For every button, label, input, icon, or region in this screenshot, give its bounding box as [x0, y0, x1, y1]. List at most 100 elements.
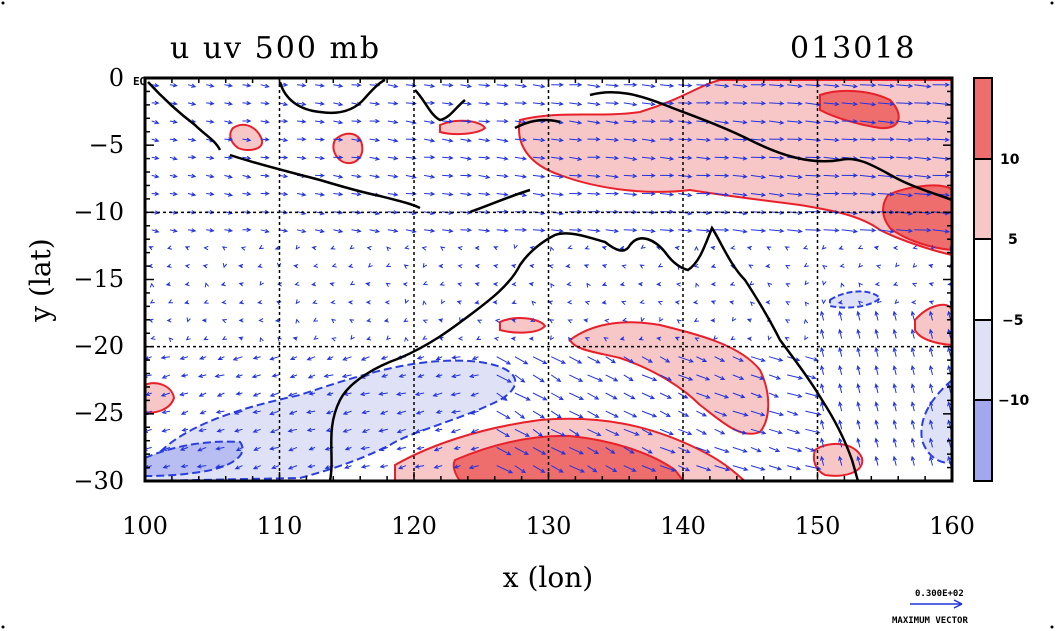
wind-vector-arrow: [532, 174, 546, 179]
wind-vector-arrow: [435, 373, 443, 378]
wind-vector-arrow: [234, 428, 243, 433]
wind-vector-arrow: [274, 318, 281, 323]
wind-vector-arrow: [746, 245, 753, 251]
wind-vector-arrow: [641, 119, 656, 124]
wind-vector-arrow: [640, 244, 646, 250]
wind-vector-arrow: [550, 465, 564, 473]
wind-vector-arrow: [203, 299, 209, 304]
wind-vector-arrow: [315, 101, 325, 106]
wind-vector-arrow: [238, 263, 244, 269]
wind-vector-arrow: [386, 246, 391, 252]
wind-vector-arrow: [696, 428, 708, 435]
wind-vector-arrow: [820, 401, 825, 412]
wind-vector-arrow: [856, 310, 861, 321]
wind-vector-arrow: [451, 355, 461, 360]
wind-vector-arrow: [414, 464, 425, 469]
wind-vector-arrow: [856, 419, 861, 430]
wind-vector-arrow: [258, 318, 264, 323]
wind-vector-arrow: [422, 263, 428, 269]
wind-vector-arrow: [296, 155, 307, 161]
wind-vector-arrow: [823, 137, 840, 143]
wind-vector-arrow: [422, 335, 428, 340]
wind-vector-arrow: [151, 138, 160, 143]
wind-vector-arrow: [787, 374, 804, 380]
wind-vector-arrow: [567, 319, 573, 324]
wind-vector-arrow: [252, 465, 261, 470]
y-tick-label: −30: [73, 467, 124, 495]
wind-vector-arrow: [341, 373, 352, 379]
wind-vector-arrow: [660, 137, 675, 142]
wind-vector-arrow: [351, 174, 362, 179]
wind-vector-arrow: [387, 138, 399, 143]
coast-java: [229, 153, 421, 210]
y-tick-label: −20: [73, 332, 124, 360]
wind-vector-arrow: [892, 437, 897, 448]
wind-vector-arrow: [252, 392, 261, 397]
corner-mark: [1050, 625, 1054, 629]
wind-vector-arrow: [784, 319, 791, 324]
wind-vector-arrow: [859, 101, 877, 107]
wind-vector-arrow: [769, 192, 785, 198]
wind-vector-arrow: [330, 245, 336, 250]
wind-vector-arrow: [874, 419, 879, 430]
wind-vector-arrow: [424, 83, 436, 88]
colorbar-label: −5: [1002, 313, 1023, 329]
wind-vector-arrow: [914, 228, 932, 233]
wind-vector-arrow: [514, 356, 529, 365]
wind-vector-arrow: [839, 263, 845, 268]
wind-vector-arrow: [532, 410, 546, 419]
region-positive-patch-4: [145, 382, 176, 414]
wind-vector-arrow: [732, 192, 748, 197]
wind-vector-arrow: [306, 356, 316, 361]
wind-vector-arrow: [215, 446, 225, 451]
wind-vector-arrow: [260, 119, 270, 124]
wind-vector-arrow: [470, 446, 479, 451]
wind-vector-arrow: [496, 118, 509, 124]
wind-vector-arrow: [361, 428, 370, 433]
wind-vector-arrow: [714, 446, 730, 453]
wind-vector-arrow: [532, 446, 547, 455]
wind-vector-arrow: [478, 228, 491, 233]
wind-vector-arrow: [492, 300, 498, 305]
wind-vector-arrow: [750, 119, 767, 125]
wind-vector-arrow: [292, 336, 298, 341]
wind-vector-arrow: [496, 410, 511, 419]
wind-vector-arrow: [196, 464, 207, 469]
wind-vector-arrow: [496, 374, 512, 383]
wind-vector-arrow: [242, 137, 252, 142]
wind-vector-arrow: [435, 409, 443, 414]
wind-vector-arrow: [732, 100, 748, 106]
wind-vector-arrow: [859, 137, 877, 142]
wind-vector-arrow: [206, 101, 215, 106]
wind-vector-arrow: [306, 427, 316, 433]
wind-vector-arrow: [623, 374, 634, 382]
wind-vector-arrow: [451, 373, 461, 379]
wind-vector-arrow: [892, 455, 897, 466]
wind-vector-arrow: [149, 282, 155, 288]
wind-vector-arrow: [188, 155, 197, 160]
wind-vector-arrow: [308, 391, 316, 396]
wind-vector-arrow: [876, 298, 882, 304]
wind-vector-arrow: [496, 228, 509, 233]
wind-vector-arrow: [325, 410, 334, 415]
wind-vector-arrow: [750, 82, 767, 87]
wind-vector-arrow: [221, 300, 227, 305]
wind-vector-arrow: [350, 335, 355, 341]
wind-vector-arrow: [514, 83, 528, 89]
wind-vector-arrow: [151, 83, 160, 88]
wind-vector-arrow: [453, 464, 461, 469]
wind-vector-arrow: [696, 173, 711, 178]
wind-vector-arrow: [271, 464, 279, 469]
wind-vector-arrow: [550, 428, 566, 437]
wind-vector-arrow: [675, 282, 682, 287]
wind-vector-arrow: [729, 281, 735, 286]
wind-vector-arrow: [330, 299, 336, 305]
wind-vector-arrow: [206, 119, 215, 124]
wind-vector-arrow: [424, 228, 436, 233]
wind-vector-arrow: [450, 409, 461, 414]
wind-vector-arrow: [911, 282, 917, 287]
wind-vector-arrow: [333, 137, 344, 142]
wind-vector-arrow: [929, 437, 934, 448]
wind-vector-arrow: [474, 282, 480, 287]
wind-vector-arrow: [349, 280, 355, 286]
